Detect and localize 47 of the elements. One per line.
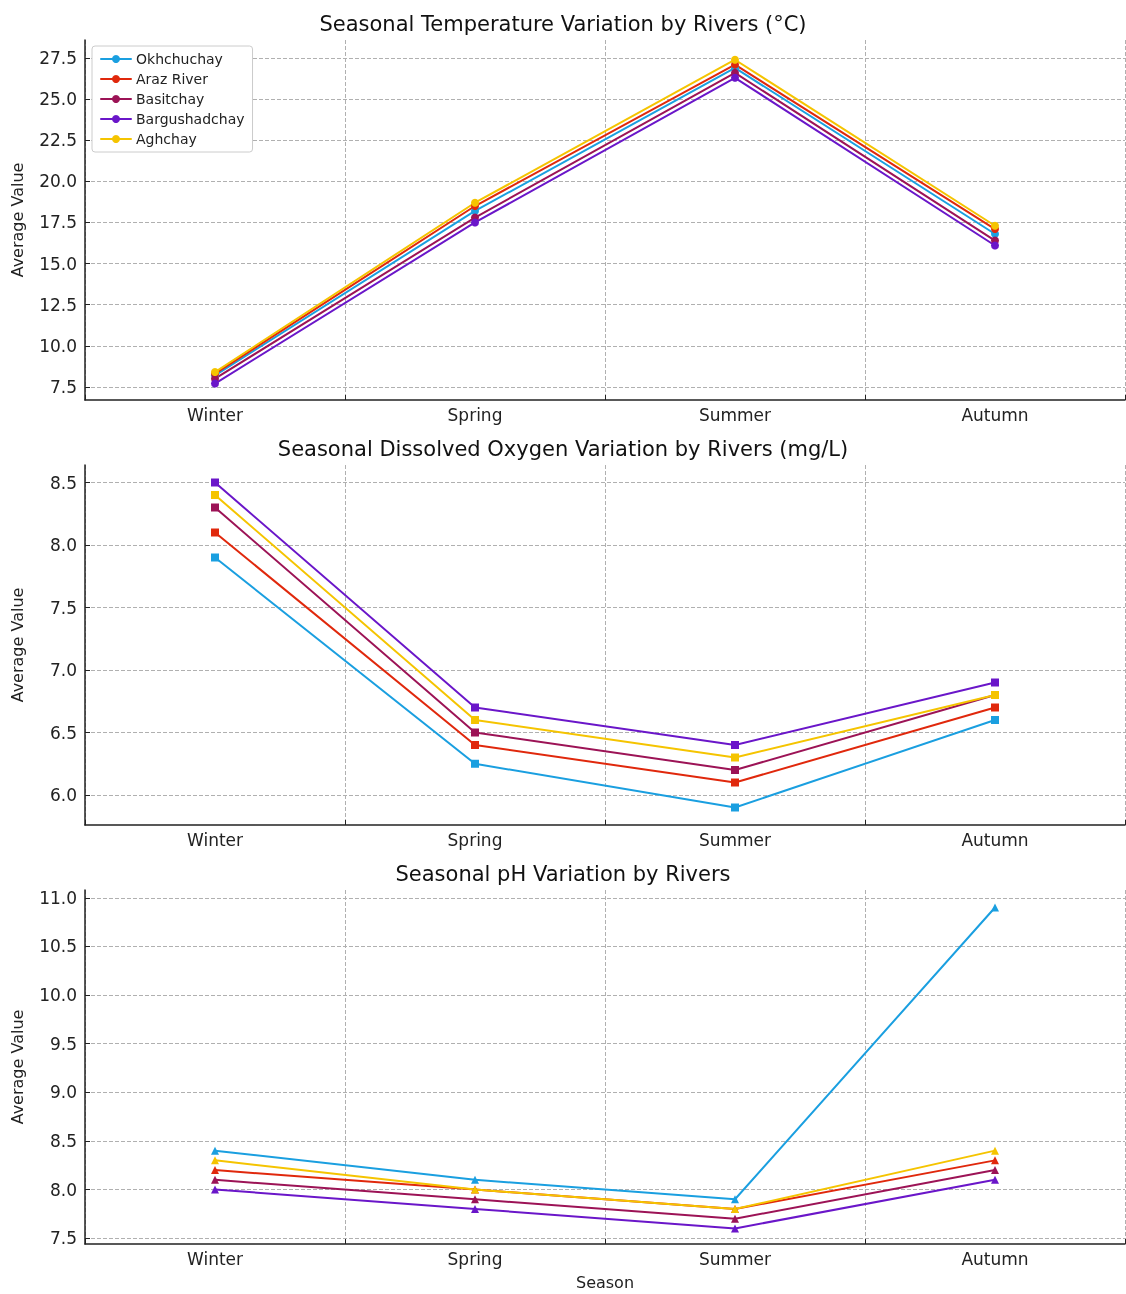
y-tick-label: 17.5 — [39, 212, 77, 233]
y-tick-label: 8.0 — [49, 535, 77, 555]
y-tick-label: 9.0 — [49, 1082, 77, 1103]
x-tick-label: Spring — [447, 404, 503, 425]
x-tick-label: Winter — [186, 404, 244, 425]
y-tick-label: 8.0 — [49, 1179, 77, 1200]
x-tick-label: Summer — [698, 404, 772, 425]
y-tick-label: 20.0 — [39, 171, 77, 192]
legend-label: Bargushadchay — [136, 111, 245, 127]
x-tick-label: Summer — [698, 829, 772, 850]
y-tick-label: 12.5 — [39, 294, 77, 315]
legend-label: Basitchay — [136, 91, 205, 107]
y-tick-label: 10.0 — [39, 985, 77, 1006]
y-tick-label: 22.5 — [39, 130, 77, 151]
y-tick-label: 7.0 — [49, 660, 77, 680]
legend-label: Aghchay — [136, 131, 197, 147]
y-tick-label: 10.0 — [39, 335, 77, 356]
y-tick-label: 9.5 — [49, 1033, 77, 1054]
y-tick-label: 8.5 — [49, 472, 77, 493]
x-tick-label: Spring — [447, 1248, 503, 1269]
y-tick-label: 6.5 — [49, 722, 77, 743]
y-tick-label: 7.5 — [49, 376, 77, 397]
chart-title: Seasonal pH Variation by Rivers — [395, 861, 731, 886]
x-tick-label: Autumn — [961, 829, 1029, 850]
x-tick-label: Summer — [698, 1248, 772, 1269]
x-tick-label: Winter — [186, 1248, 244, 1269]
x-tick-label: Autumn — [961, 404, 1029, 425]
chart-title: Seasonal Dissolved Oxygen Variation by Rivers (mg/L) — [277, 436, 849, 461]
x-tick-label: Winter — [186, 829, 244, 850]
y-tick-label: 7.5 — [49, 1228, 77, 1249]
y-axis-title: Average Value — [7, 162, 27, 278]
y-tick-label: 25.0 — [39, 89, 77, 110]
y-tick-label: 11.0 — [39, 887, 77, 908]
x-axis-title: Season — [575, 1272, 635, 1292]
y-tick-label: 27.5 — [39, 48, 77, 69]
x-tick-label: Spring — [447, 829, 503, 850]
y-tick-label: 7.5 — [49, 597, 77, 618]
y-axis-title: Average Value — [7, 587, 27, 703]
y-tick-label: 10.5 — [39, 936, 77, 957]
y-tick-label: 6.0 — [49, 785, 77, 805]
y-tick-label: 8.5 — [49, 1130, 77, 1151]
y-tick-label: 15.0 — [39, 253, 77, 274]
legend-label: Araz River — [136, 71, 209, 87]
legend-label: Okhchuchay — [136, 51, 223, 67]
x-tick-label: Autumn — [961, 1248, 1029, 1269]
chart-title: Seasonal Temperature Variation by Rivers (°C) — [319, 11, 807, 36]
y-axis-title: Average Value — [7, 1009, 27, 1125]
